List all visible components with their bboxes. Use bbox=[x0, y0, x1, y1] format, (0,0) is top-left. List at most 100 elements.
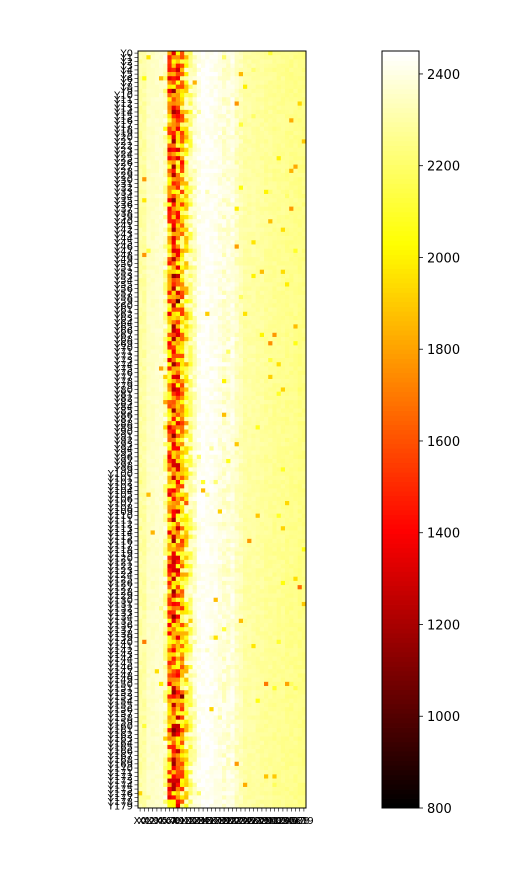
heatmap-cell bbox=[301, 475, 307, 481]
heatmap-cell bbox=[184, 509, 189, 514]
heatmap-cell bbox=[171, 109, 177, 115]
heatmap-cell bbox=[159, 88, 164, 94]
heatmap-cell bbox=[226, 395, 231, 401]
heatmap-cell bbox=[163, 446, 168, 451]
heatmap-cell bbox=[234, 193, 240, 199]
heatmap-cell bbox=[142, 446, 147, 451]
heatmap-cell bbox=[184, 273, 189, 279]
heatmap-cell bbox=[213, 387, 219, 392]
heatmap-cell bbox=[201, 559, 206, 565]
heatmap-cell bbox=[259, 172, 265, 178]
heatmap-cell bbox=[255, 135, 261, 140]
heatmap-cell bbox=[167, 559, 172, 565]
heatmap-cell bbox=[297, 177, 303, 182]
heatmap-cell bbox=[247, 265, 252, 270]
heatmap-cell bbox=[226, 383, 231, 388]
heatmap-cell bbox=[272, 366, 277, 371]
heatmap-cell bbox=[138, 84, 143, 90]
heatmap-cell bbox=[268, 97, 273, 102]
heatmap-cell bbox=[259, 294, 265, 300]
heatmap-cell bbox=[150, 299, 156, 304]
heatmap-cell bbox=[230, 76, 235, 81]
heatmap-cell bbox=[142, 488, 147, 493]
heatmap-cell bbox=[251, 538, 256, 544]
heatmap-cell bbox=[293, 320, 298, 325]
heatmap-cell bbox=[259, 517, 265, 523]
heatmap-cell bbox=[217, 118, 223, 123]
heatmap-cell bbox=[285, 265, 290, 270]
heatmap-cell bbox=[234, 59, 240, 64]
heatmap-cell bbox=[217, 147, 223, 153]
heatmap-cell bbox=[280, 437, 286, 443]
heatmap-cell bbox=[293, 484, 298, 489]
heatmap-cell bbox=[163, 433, 168, 439]
heatmap-cell bbox=[259, 383, 265, 388]
heatmap-cell bbox=[268, 126, 273, 132]
heatmap-cell bbox=[243, 433, 248, 439]
heatmap-cell bbox=[217, 164, 223, 170]
heatmap-cell bbox=[243, 547, 248, 552]
heatmap-cell bbox=[175, 299, 181, 304]
heatmap-cell bbox=[268, 290, 273, 296]
heatmap-cell bbox=[154, 534, 160, 540]
heatmap-cell bbox=[154, 202, 160, 207]
heatmap-cell bbox=[264, 513, 269, 519]
heatmap-cell bbox=[192, 509, 198, 514]
heatmap-cell bbox=[255, 231, 261, 237]
heatmap-cell bbox=[192, 513, 198, 519]
heatmap-cell bbox=[163, 530, 168, 535]
heatmap-cell bbox=[209, 231, 214, 237]
heatmap-cell bbox=[205, 181, 210, 186]
heatmap-cell bbox=[272, 572, 277, 577]
heatmap-cell bbox=[264, 67, 269, 73]
heatmap-cell bbox=[213, 160, 219, 165]
heatmap-cell bbox=[255, 513, 261, 519]
heatmap-cell bbox=[154, 395, 160, 401]
heatmap-cell bbox=[222, 118, 227, 123]
heatmap-cell bbox=[205, 505, 210, 510]
heatmap-cell bbox=[175, 93, 181, 98]
heatmap-cell bbox=[201, 488, 206, 493]
heatmap-cell bbox=[251, 286, 256, 292]
heatmap-cell bbox=[289, 67, 294, 73]
heatmap-cell bbox=[238, 67, 244, 73]
heatmap-cell bbox=[272, 206, 277, 212]
heatmap-cell bbox=[146, 139, 151, 144]
heatmap-cell bbox=[222, 147, 227, 153]
heatmap-cell bbox=[167, 400, 172, 405]
heatmap-cell bbox=[150, 160, 156, 165]
heatmap-cell bbox=[289, 324, 294, 329]
heatmap-cell bbox=[167, 547, 172, 552]
heatmap-cell bbox=[264, 328, 269, 334]
heatmap-cell bbox=[289, 336, 294, 342]
heatmap-cell bbox=[209, 265, 214, 270]
heatmap-cell bbox=[268, 421, 273, 426]
heatmap-cell bbox=[163, 257, 168, 262]
heatmap-cell bbox=[247, 93, 252, 98]
heatmap-cell bbox=[146, 55, 151, 60]
heatmap-cell bbox=[293, 429, 298, 435]
heatmap-cell bbox=[163, 496, 168, 502]
heatmap-cell bbox=[285, 408, 290, 413]
heatmap-cell bbox=[184, 505, 189, 510]
heatmap-cell bbox=[259, 534, 265, 540]
heatmap-cell bbox=[146, 282, 151, 287]
heatmap-cell bbox=[171, 408, 177, 413]
heatmap-cell bbox=[293, 67, 298, 73]
heatmap-cell bbox=[293, 450, 298, 456]
heatmap-cell bbox=[259, 160, 265, 165]
heatmap-cell bbox=[230, 97, 235, 102]
heatmap-cell bbox=[251, 500, 256, 506]
heatmap-cell bbox=[196, 76, 202, 81]
heatmap-cell bbox=[293, 160, 298, 165]
heatmap-cell bbox=[234, 244, 240, 249]
heatmap-cell bbox=[201, 320, 206, 325]
heatmap-cell bbox=[175, 315, 181, 321]
heatmap-cell bbox=[192, 114, 198, 119]
heatmap-cell bbox=[293, 282, 298, 287]
heatmap-cell bbox=[217, 252, 223, 258]
heatmap-cell bbox=[264, 526, 269, 531]
heatmap-cell bbox=[209, 55, 214, 60]
heatmap-cell bbox=[138, 257, 143, 262]
heatmap-cell bbox=[297, 450, 303, 456]
